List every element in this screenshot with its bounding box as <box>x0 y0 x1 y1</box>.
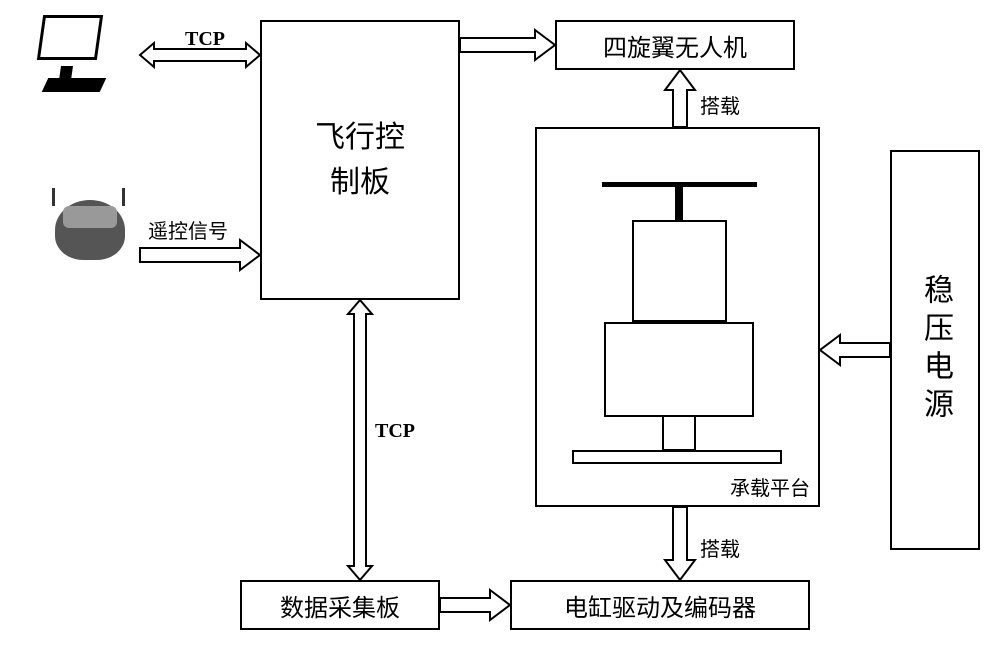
arrows-layer <box>0 0 1000 659</box>
arrow-drone-plat <box>665 70 695 127</box>
arrow-fc-db <box>348 300 372 580</box>
arrow-plat-motor <box>665 507 695 580</box>
arrow-pc-fc <box>140 43 260 67</box>
arrow-remote-fc <box>140 240 260 270</box>
diagram-canvas: 飞行控 制板 四旋翼无人机 承载平台 数据采集板 电缸驱动及编码器 稳压电源 T… <box>0 0 1000 659</box>
arrow-psu-plat <box>820 335 890 365</box>
arrow-fc-drone <box>460 30 555 60</box>
arrow-db-motor <box>440 590 510 620</box>
